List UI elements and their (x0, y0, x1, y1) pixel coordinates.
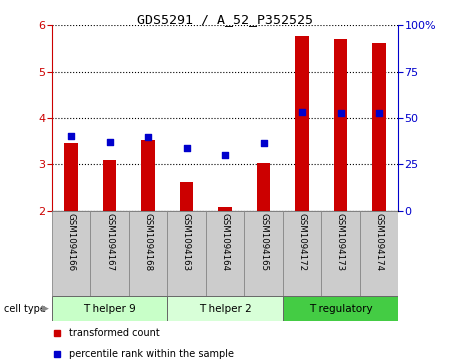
Point (298, 109, 306, 115)
Text: percentile rank within the sample: percentile rank within the sample (69, 349, 234, 359)
Text: GSM1094166: GSM1094166 (67, 213, 76, 271)
Text: GSM1094164: GSM1094164 (220, 213, 230, 271)
Text: GSM1094167: GSM1094167 (105, 213, 114, 271)
Text: T helper 2: T helper 2 (198, 303, 252, 314)
Text: GDS5291 / A_52_P352525: GDS5291 / A_52_P352525 (137, 13, 313, 26)
Bar (321, 211, 360, 296)
Point (144, 135, 152, 140)
Text: GSM1094173: GSM1094173 (336, 213, 345, 271)
Text: ▶: ▶ (42, 304, 49, 313)
Bar (64, 143, 78, 211)
Text: GSM1094168: GSM1094168 (144, 213, 153, 271)
Bar (206, 211, 244, 296)
Bar (372, 42, 386, 211)
Bar (129, 211, 167, 296)
Text: cell type: cell type (4, 303, 46, 314)
Bar (283, 296, 398, 321)
Bar (103, 160, 116, 211)
Bar (141, 140, 155, 211)
Text: GSM1094174: GSM1094174 (374, 213, 383, 271)
Text: GSM1094165: GSM1094165 (259, 213, 268, 271)
Bar (244, 211, 283, 296)
Point (260, 140, 267, 146)
Text: T helper 9: T helper 9 (83, 303, 136, 314)
Bar (257, 163, 270, 211)
Bar (90, 211, 129, 296)
Text: GSM1094163: GSM1094163 (182, 213, 191, 271)
Point (337, 110, 344, 116)
Bar (167, 211, 206, 296)
Point (375, 110, 382, 116)
Bar (295, 36, 309, 211)
Point (106, 139, 113, 145)
Bar (360, 211, 398, 296)
Bar (180, 182, 193, 211)
Point (183, 145, 190, 151)
Text: transformed count: transformed count (69, 328, 160, 338)
Text: T regulatory: T regulatory (309, 303, 372, 314)
Bar (283, 211, 321, 296)
Point (68, 134, 75, 139)
Bar (167, 296, 283, 321)
Bar (52, 211, 90, 296)
Bar (218, 207, 232, 211)
Point (221, 152, 229, 158)
Text: GSM1094172: GSM1094172 (297, 213, 306, 271)
Bar (334, 39, 347, 211)
Bar (52, 296, 167, 321)
